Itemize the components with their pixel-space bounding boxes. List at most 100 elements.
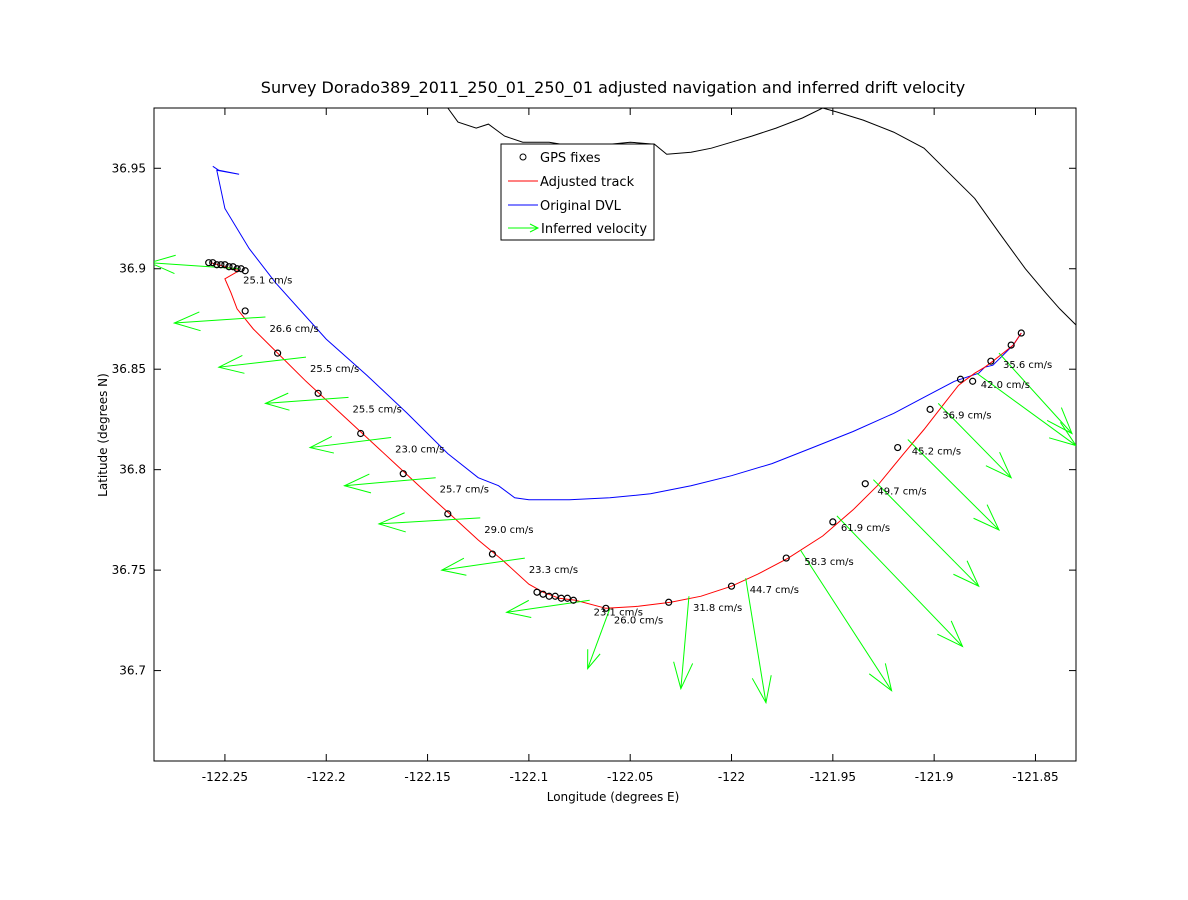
gps-fix (225, 263, 233, 271)
velocity-shaft (309, 437, 392, 449)
legend-box (500, 143, 655, 241)
velocity-label: 42.0 cm/s (981, 380, 1030, 391)
y-tick-label: 36.7 (119, 664, 146, 678)
y-tick-label: 36.9 (119, 262, 146, 276)
gps-fix (1017, 329, 1025, 337)
gps-fix (209, 259, 217, 267)
velocity-shaft (799, 549, 893, 691)
velocity-arrow (172, 311, 266, 332)
x-tick-label: -121.95 (810, 770, 856, 784)
velocity-shaft (745, 578, 767, 703)
velocity-label: 25.7 cm/s (440, 485, 489, 496)
y-tick-label: 36.85 (112, 362, 146, 376)
chart-title: Survey Dorado389_2011_250_01_250_01 adju… (261, 78, 965, 98)
gps-fix (237, 265, 245, 273)
velocity-arrow (308, 435, 392, 454)
velocity-label: 25.1 cm/s (243, 276, 292, 287)
velocity-head (217, 354, 245, 374)
gps-fix (551, 592, 559, 600)
gps-fix (969, 377, 977, 385)
gps-fix (488, 550, 497, 558)
velocity-head (587, 649, 601, 670)
gps-fix (229, 263, 237, 271)
velocity-arrow (836, 515, 964, 648)
legend-velocity-arrow (508, 223, 540, 233)
gps-fix (217, 261, 225, 269)
gps-fix (782, 554, 790, 562)
velocity-shaft (378, 517, 481, 525)
velocity-label: 29.0 cm/s (484, 525, 533, 536)
velocity-head (308, 435, 335, 454)
y-tick-label: 36.75 (112, 563, 146, 577)
velocity-label: 44.7 cm/s (750, 585, 799, 596)
y-axis-label: Latitude (degrees N) (96, 373, 110, 497)
velocity-head (673, 661, 694, 691)
velocity-label: 35.6 cm/s (1003, 360, 1052, 371)
velocity-head (263, 392, 290, 411)
velocity-head (440, 557, 467, 576)
velocity-head (751, 675, 772, 705)
velocity-shaft (907, 439, 1000, 531)
velocity-head (973, 504, 1001, 531)
x-tick-label: -122.2 (307, 770, 346, 784)
velocity-shaft (265, 396, 349, 404)
velocity-label: 45.2 cm/s (912, 447, 961, 458)
velocity-head (172, 311, 201, 332)
velocity-shaft (937, 403, 1012, 479)
x-tick-label: -122.1 (510, 770, 549, 784)
velocity-head (953, 560, 980, 588)
gps-fix (926, 405, 934, 413)
legend: GPS fixes Adjusted track Original DVL In… (500, 143, 655, 241)
velocity-arrow (745, 578, 772, 705)
velocity-arrow (937, 403, 1013, 479)
x-axis-label: Longitude (degrees E) (547, 790, 680, 804)
velocity-shaft (344, 477, 436, 487)
x-tick-label: -122.15 (404, 770, 450, 784)
gps-fix (233, 265, 241, 273)
velocity-label: 36.9 cm/s (942, 410, 991, 421)
velocity-shaft (441, 557, 525, 571)
gps-fix (444, 510, 452, 518)
gps-fix (894, 443, 902, 452)
velocity-label: 26.0 cm/s (614, 615, 663, 626)
velocity-arrow (587, 608, 611, 670)
x-tick-label: -121.85 (1012, 770, 1058, 784)
gps-fix (563, 594, 571, 602)
velocity-label: 25.5 cm/s (353, 404, 402, 415)
velocity-arrow (799, 549, 893, 692)
velocity-head (868, 663, 893, 692)
x-tick-label: -122 (718, 770, 745, 784)
velocity-label: 23.3 cm/s (529, 565, 578, 576)
velocity-arrow (343, 473, 436, 494)
x-tick-label: -122.05 (607, 770, 653, 784)
velocity-label: 23.1 cm/s (594, 607, 643, 618)
gps-fix (956, 375, 965, 383)
velocity-shaft (174, 316, 266, 324)
gps-fix (357, 429, 365, 438)
velocity-shaft (998, 352, 1073, 434)
gps-fix (861, 480, 869, 488)
x-tick-label: -121.9 (915, 770, 954, 784)
velocity-label: 58.3 cm/s (804, 557, 853, 568)
gps-fix (241, 267, 249, 275)
velocity-shaft (587, 608, 611, 669)
velocity-arrow (377, 512, 481, 533)
y-tick-label: 36.8 (119, 463, 146, 477)
velocity-head (377, 512, 406, 533)
velocity-arrow (873, 479, 980, 588)
velocity-head (937, 620, 964, 648)
gps-fix (727, 582, 736, 590)
gps-fix (539, 590, 547, 598)
gps-fix (665, 598, 673, 606)
velocity-label: 49.7 cm/s (877, 487, 926, 498)
velocity-label: 25.5 cm/s (310, 364, 359, 375)
legend-dvl-label: Original DVL (540, 199, 622, 214)
legend-gps-label: GPS fixes (540, 151, 601, 166)
y-tick-label: 36.95 (112, 161, 146, 175)
gps-fix (241, 307, 249, 315)
gps-fix (221, 261, 229, 269)
legend-velocity-label: Inferred velocity (541, 222, 647, 237)
coastline (447, 108, 1076, 326)
velocity-head (985, 451, 1013, 479)
